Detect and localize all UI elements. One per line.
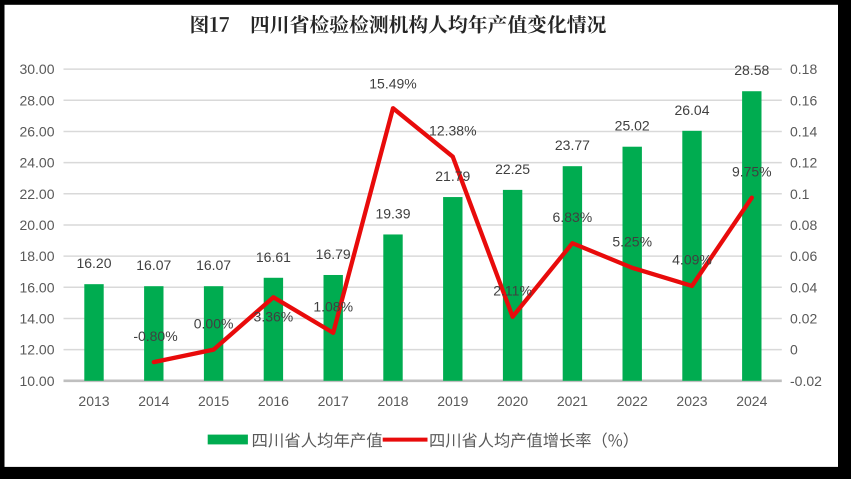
svg-text:0.08: 0.08 <box>790 217 817 233</box>
svg-text:0.02: 0.02 <box>790 310 817 326</box>
svg-text:0.16: 0.16 <box>790 92 817 108</box>
svg-text:16.07: 16.07 <box>196 257 231 273</box>
svg-text:0.06: 0.06 <box>790 248 817 264</box>
svg-text:-0.80%: -0.80% <box>133 328 177 344</box>
svg-text:1.08%: 1.08% <box>313 299 353 315</box>
svg-text:2014: 2014 <box>138 393 169 409</box>
svg-text:4.09%: 4.09% <box>672 252 712 268</box>
svg-text:26.00: 26.00 <box>19 123 54 139</box>
svg-text:-0.02: -0.02 <box>790 373 822 389</box>
svg-text:16.79: 16.79 <box>316 246 351 262</box>
svg-text:3.36%: 3.36% <box>254 308 294 324</box>
svg-text:2017: 2017 <box>318 393 349 409</box>
svg-text:2023: 2023 <box>676 393 707 409</box>
svg-text:22.25: 22.25 <box>495 161 530 177</box>
svg-text:28.00: 28.00 <box>19 92 54 108</box>
svg-text:0.12: 0.12 <box>790 155 817 171</box>
svg-text:21.79: 21.79 <box>435 168 470 184</box>
svg-text:24.00: 24.00 <box>19 155 54 171</box>
svg-text:2.11%: 2.11% <box>493 282 532 298</box>
svg-text:19.39: 19.39 <box>375 205 410 221</box>
svg-text:0.18: 0.18 <box>790 61 817 77</box>
svg-text:10.00: 10.00 <box>19 373 54 389</box>
svg-text:2024: 2024 <box>736 393 767 409</box>
svg-text:12.38%: 12.38% <box>429 122 476 138</box>
svg-text:0.00%: 0.00% <box>194 315 234 331</box>
svg-text:12.00: 12.00 <box>19 342 54 358</box>
svg-text:28.58: 28.58 <box>734 62 769 78</box>
svg-text:2015: 2015 <box>198 393 229 409</box>
svg-text:15.49%: 15.49% <box>369 75 416 91</box>
svg-text:26.04: 26.04 <box>674 102 709 118</box>
svg-text:0: 0 <box>790 342 798 358</box>
svg-text:2021: 2021 <box>557 393 588 409</box>
svg-text:30.00: 30.00 <box>19 61 54 77</box>
svg-text:23.77: 23.77 <box>555 137 590 153</box>
svg-text:2016: 2016 <box>258 393 289 409</box>
svg-text:2013: 2013 <box>78 393 109 409</box>
svg-text:2019: 2019 <box>437 393 468 409</box>
svg-text:2022: 2022 <box>617 393 648 409</box>
svg-text:25.02: 25.02 <box>615 118 650 134</box>
svg-text:6.83%: 6.83% <box>553 209 593 225</box>
svg-text:0.14: 0.14 <box>790 123 817 139</box>
svg-text:5.25%: 5.25% <box>612 234 652 250</box>
svg-text:18.00: 18.00 <box>19 248 54 264</box>
svg-text:20.00: 20.00 <box>19 217 54 233</box>
svg-text:16.61: 16.61 <box>256 249 291 265</box>
svg-text:16.07: 16.07 <box>136 257 171 273</box>
svg-text:0.1: 0.1 <box>790 186 810 202</box>
svg-text:22.00: 22.00 <box>19 186 54 202</box>
svg-text:2020: 2020 <box>497 393 528 409</box>
svg-text:14.00: 14.00 <box>19 310 54 326</box>
svg-text:9.75%: 9.75% <box>732 163 772 179</box>
svg-text:16.00: 16.00 <box>19 279 54 295</box>
svg-text:16.20: 16.20 <box>76 255 111 271</box>
svg-text:0.04: 0.04 <box>790 279 817 295</box>
svg-text:2018: 2018 <box>377 393 408 409</box>
